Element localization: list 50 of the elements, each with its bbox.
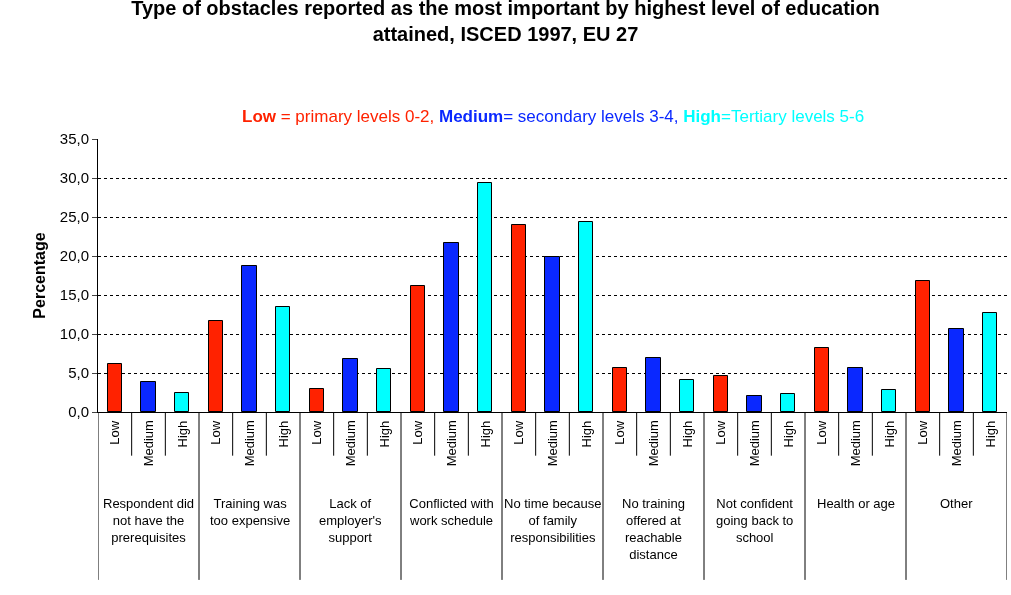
text: Low bbox=[814, 420, 830, 445]
x-tick-label: Health or age bbox=[817, 496, 896, 511]
y-tick-label: 30,0 bbox=[59, 169, 89, 187]
text: Low bbox=[410, 420, 425, 445]
text: Medium bbox=[342, 420, 358, 467]
y-tick-label: 25,0 bbox=[59, 208, 89, 226]
text: Low bbox=[612, 420, 628, 445]
text: = primary levels 0-2, bbox=[280, 107, 435, 126]
text: Medium bbox=[746, 420, 762, 467]
text: Medium bbox=[645, 420, 661, 467]
x-tick-label: No time because of family responsibilities bbox=[504, 496, 602, 545]
text: Low bbox=[242, 107, 276, 126]
y-tick-label: 5,0 bbox=[68, 364, 89, 382]
text: High bbox=[578, 420, 594, 448]
text: High bbox=[679, 420, 695, 448]
text: Low bbox=[511, 420, 527, 445]
text: Low bbox=[915, 420, 931, 445]
text: High bbox=[174, 420, 190, 448]
text: High bbox=[477, 420, 493, 448]
text: Medium bbox=[544, 420, 560, 467]
y-tick-label: 35,0 bbox=[59, 130, 89, 148]
text: High bbox=[683, 107, 722, 126]
text: Low bbox=[107, 420, 122, 445]
text: Low bbox=[713, 420, 729, 445]
text: Medium bbox=[948, 420, 964, 467]
text: Low bbox=[208, 420, 223, 445]
x-tick-label: Respondent did not have the prerequisites bbox=[103, 496, 195, 545]
x-tick-label: Training was too expensive bbox=[210, 496, 291, 528]
x-tick-label: Lack of employer's support bbox=[319, 496, 382, 545]
text: Medium bbox=[443, 420, 459, 467]
text: High bbox=[982, 420, 998, 448]
y-tick-label: 15,0 bbox=[59, 286, 89, 304]
x-tick-label: Not confident going back to school bbox=[716, 496, 794, 545]
x-tick-label: Conflicted with work schedule bbox=[409, 496, 494, 528]
text: Medium bbox=[847, 420, 863, 467]
text: High bbox=[780, 420, 796, 448]
x-tick-label: No training offered at reachable distance bbox=[622, 496, 685, 562]
text: Medium bbox=[241, 420, 257, 467]
x-tick-label: Other bbox=[940, 496, 974, 511]
text: High bbox=[881, 420, 897, 448]
text: High bbox=[275, 420, 291, 448]
text: Low bbox=[309, 420, 324, 445]
y-tick-label: 20,0 bbox=[59, 247, 89, 265]
chart-title: Type of obstacles reported as the most important by highest level of education attained, ISCED 1997, EU 27 bbox=[131, 0, 880, 45]
text: Medium bbox=[140, 420, 156, 467]
y-tick-label: 10,0 bbox=[59, 325, 89, 343]
text: High bbox=[376, 420, 392, 448]
y-tick-label: 0,0 bbox=[68, 403, 89, 421]
text: Medium bbox=[438, 107, 504, 126]
y-axis-title: Percentage bbox=[30, 232, 48, 319]
